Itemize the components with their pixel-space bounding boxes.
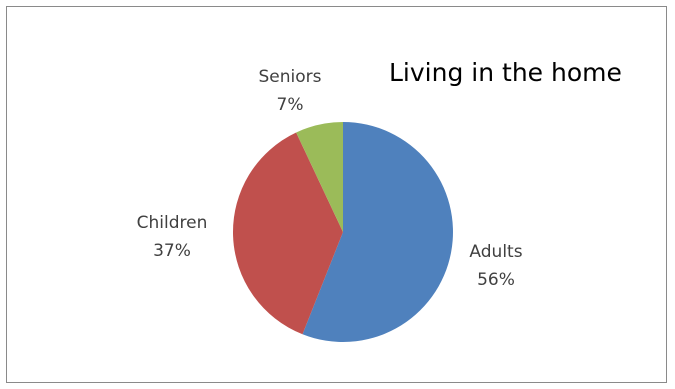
- pie-slice-adults: [302, 122, 453, 342]
- slice-label-adults: Adults: [469, 242, 522, 262]
- pie-slices: [232, 121, 453, 342]
- slice-percent-adults: 56%: [477, 270, 515, 290]
- pie-slice-children: [232, 132, 343, 335]
- slice-percent-children: 37%: [153, 241, 191, 261]
- pie-slice-seniors: [296, 121, 343, 232]
- chart-title: Living in the home: [389, 58, 622, 87]
- slice-label-children: Children: [137, 213, 208, 233]
- slice-label-seniors: Seniors: [259, 67, 322, 87]
- pie-labels: Adults 56% Children 37% Seniors 7%: [137, 67, 523, 290]
- slice-percent-seniors: 7%: [277, 95, 304, 115]
